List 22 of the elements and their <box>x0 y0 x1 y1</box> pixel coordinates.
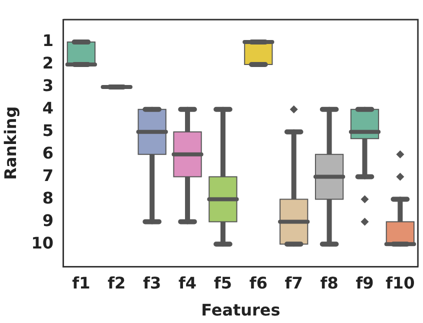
x-tick-label: f7 <box>284 273 303 292</box>
y-tick-label: 4 <box>42 98 54 118</box>
x-tick-label: f2 <box>108 273 126 292</box>
x-tick-label: f3 <box>143 273 162 292</box>
y-axis-title: Ranking <box>0 106 20 180</box>
x-tick-label: f4 <box>178 273 197 292</box>
y-tick-label: 5 <box>42 121 54 140</box>
y-tick-label: 1 <box>42 31 54 50</box>
y-tick-label: 2 <box>42 54 54 73</box>
y-tick-label: 10 <box>31 233 54 252</box>
x-axis-title: Features <box>201 300 280 320</box>
x-tick-label: f6 <box>249 273 268 292</box>
x-tick-label: f9 <box>356 273 374 292</box>
y-tick-label: 3 <box>42 76 54 96</box>
x-tick-label: f10 <box>386 273 415 292</box>
y-tick-label: 9 <box>42 210 54 230</box>
x-tick-label: f5 <box>214 273 232 292</box>
x-tick-label: f8 <box>320 273 338 292</box>
y-tick-label: 6 <box>42 143 54 162</box>
y-tick-label: 8 <box>42 188 54 208</box>
x-tick-label: f1 <box>72 273 90 292</box>
y-tick-label: 7 <box>42 166 54 185</box>
